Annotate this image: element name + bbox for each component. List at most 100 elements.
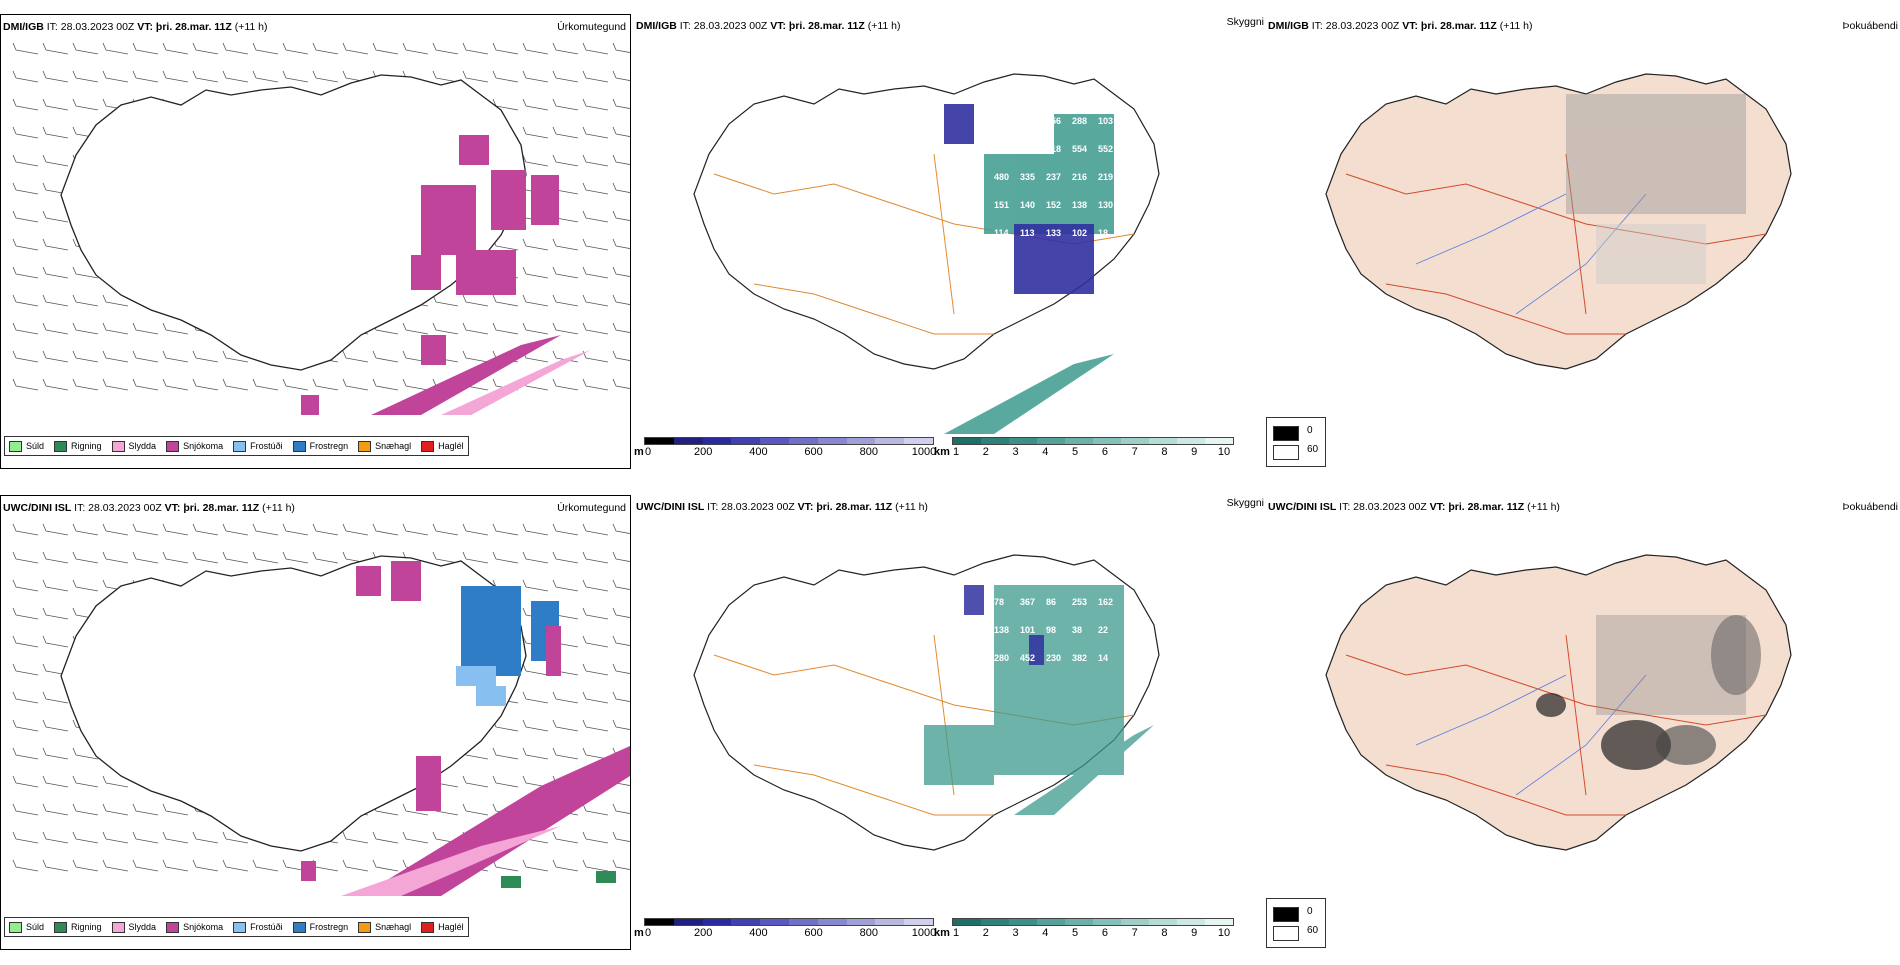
wind-barb — [522, 294, 549, 307]
vt-label: VT: þri. 28.mar. 11Z — [137, 21, 232, 33]
wind-barb — [102, 775, 129, 788]
legend-item: Snæhagl — [358, 921, 412, 933]
wind-barb — [102, 322, 129, 335]
wind-barb — [552, 322, 579, 335]
wind-barb — [582, 294, 609, 307]
legend-label: Snæhagl — [375, 922, 412, 932]
wind-barb — [42, 691, 69, 704]
wind-barb — [102, 70, 129, 83]
lead-time: (+11 h) — [867, 20, 901, 32]
wind-barb — [552, 551, 579, 564]
it-label: IT: 28.03.2023 00Z — [1339, 501, 1427, 513]
lead-time: (+11 h) — [262, 502, 295, 514]
field-name: Þokuábendi — [1842, 501, 1898, 513]
wind-barb — [612, 154, 630, 165]
wind-barb — [12, 210, 39, 223]
wind-barb — [12, 803, 39, 816]
wind-barb — [222, 70, 249, 83]
wind-barb — [552, 859, 579, 872]
vt-label: VT: þri. 28.mar. 11Z — [1402, 20, 1497, 32]
visibility-label: 113 — [1020, 228, 1035, 238]
wind-barb — [12, 182, 39, 195]
vt-label: VT: þri. 28.mar. 11Z — [164, 502, 260, 514]
visibility-label: 101 — [1020, 625, 1035, 635]
legend-label: Frostregn — [309, 922, 349, 932]
wind-barb — [612, 266, 630, 277]
wind-barb — [582, 378, 609, 391]
wind-barb — [42, 803, 69, 816]
wind-barb — [552, 294, 579, 307]
colorbar-tick: 5 — [1072, 446, 1079, 458]
colorbar-tick: 7 — [1131, 446, 1138, 458]
wind-barb — [582, 238, 609, 251]
legend-label: Rigning — [71, 441, 102, 451]
legend-item: Súld — [9, 921, 44, 933]
wind-barb — [72, 803, 99, 816]
precip-type-panel-top: DMI/IGB IT: 28.03.2023 00Z VT: þri. 28.m… — [0, 14, 631, 469]
visibility-panel-top: DMI/IGB IT: 28.03.2023 00Z VT: þri. 28.m… — [634, 14, 1264, 469]
wind-barb — [492, 775, 519, 788]
visibility-label: 288 — [1072, 116, 1087, 126]
wind-barb — [582, 607, 609, 620]
wind-barb — [432, 523, 459, 536]
wind-barb — [42, 322, 69, 335]
wind-barb — [552, 579, 579, 592]
visibility-map: 78 367 86 253 162 138 101 98 38 22 280 452 230 382 14 — [693, 554, 1160, 851]
wind-barb — [552, 691, 579, 704]
visibility-label: 218 — [1046, 144, 1061, 154]
fog-legend-box: 0 60 — [1266, 417, 1326, 467]
field-name: Þokuábendi — [1842, 20, 1898, 32]
legend-label: Snæhagl — [375, 441, 412, 451]
legend-label: Haglél — [438, 922, 464, 932]
legend-swatch — [111, 440, 125, 452]
wind-barb — [492, 747, 519, 760]
wind-barb — [72, 775, 99, 788]
colorbar-tick: 2 — [982, 927, 989, 939]
legend-swatch — [233, 921, 247, 933]
wind-barb — [582, 266, 609, 279]
colorbar-tick: 400 — [749, 927, 768, 939]
legend-swatch — [111, 921, 125, 933]
wind-barb — [432, 294, 459, 307]
colorbar-unit: km — [934, 446, 950, 458]
wind-barb — [522, 238, 549, 251]
colorbar-tick: 2 — [982, 446, 989, 458]
visibility-label: 480 — [994, 172, 1009, 182]
wind-barb — [222, 378, 249, 391]
wind-barb — [522, 719, 549, 732]
colorbar-tick: 4 — [1042, 927, 1049, 939]
wind-barb — [522, 579, 549, 592]
legend-label: Slydda — [128, 922, 157, 932]
wind-barb — [12, 42, 39, 55]
wind-barb — [612, 182, 630, 193]
visibility-label: 219 — [1098, 172, 1113, 182]
wind-barb — [42, 378, 69, 391]
wind-barb — [42, 775, 69, 788]
wind-barb — [252, 859, 279, 872]
field-name: Skyggni — [1226, 16, 1264, 28]
legend-item: Haglél — [421, 921, 464, 933]
visibility-label: 230 — [1046, 653, 1061, 663]
visibility-label: 18 — [1098, 228, 1108, 238]
wind-barb — [582, 98, 609, 111]
legend-item: Snæhagl — [358, 440, 412, 452]
wind-barb — [312, 551, 339, 564]
wind-barb — [132, 523, 159, 536]
fog-map — [1325, 554, 1792, 851]
wind-barb — [132, 831, 159, 844]
wind-barb — [432, 322, 459, 335]
legend-label: Frostúði — [250, 441, 283, 451]
wind-barb — [552, 523, 579, 536]
legend-item: Snjókoma — [166, 921, 223, 933]
lead-time: (+11 h) — [1527, 501, 1560, 513]
wind-barb — [72, 98, 99, 111]
wind-barb — [432, 551, 459, 564]
field-name: Úrkomutegund — [557, 502, 626, 514]
wind-barb — [372, 42, 399, 55]
legend-swatch — [166, 440, 180, 452]
panel-header: UWC/DINI ISL IT: 28.03.2023 00Z VT: þri.… — [636, 501, 928, 513]
vt-label: VT: þri. 28.mar. 11Z — [1429, 501, 1525, 513]
wind-barb — [522, 747, 549, 760]
visibility-label: 78 — [994, 597, 1004, 607]
wind-barb — [72, 579, 99, 592]
